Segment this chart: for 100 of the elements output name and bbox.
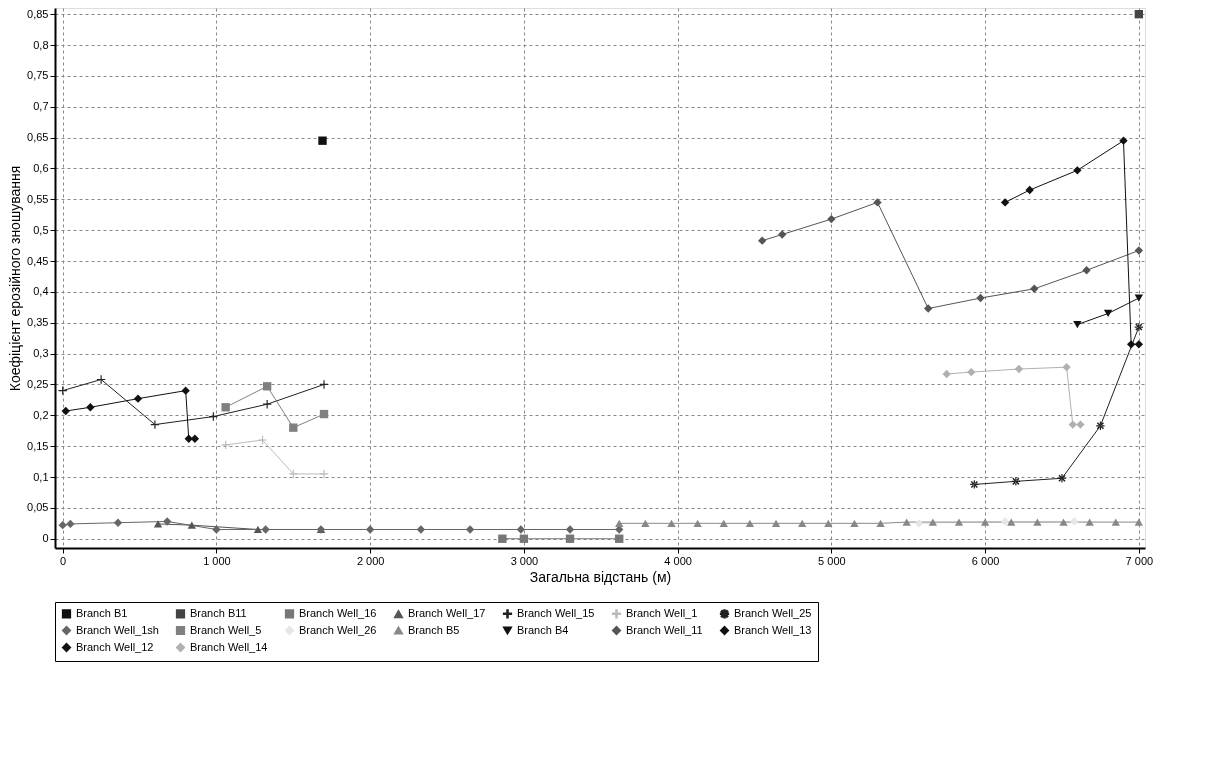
y-axis-title: Коефіцієнт ерозійного зношування — [7, 165, 24, 392]
point — [221, 440, 230, 450]
point — [1119, 136, 1128, 145]
point — [1059, 518, 1068, 526]
point — [1033, 518, 1042, 526]
point — [181, 386, 190, 395]
point — [1134, 246, 1144, 255]
point — [66, 519, 75, 529]
point — [416, 525, 426, 534]
legend-label: Branch Well_26 — [299, 623, 377, 636]
x-tick-label: 6 000 — [971, 554, 1000, 567]
legend-label: Branch Well_11 — [626, 623, 703, 636]
point — [824, 519, 833, 527]
point — [153, 520, 163, 528]
point — [1126, 340, 1136, 349]
x-tick-label: 0 — [60, 554, 67, 567]
legend-label: Branch B1 — [76, 606, 128, 619]
point — [212, 525, 221, 534]
point — [1073, 320, 1082, 329]
legend-label: Branch B4 — [517, 623, 569, 636]
point — [1062, 362, 1071, 372]
y-tick-label: 0,45 — [27, 254, 49, 267]
point — [873, 198, 882, 207]
y-tick-label: 0,2 — [33, 408, 49, 421]
y-tick-label: 0,7 — [33, 100, 49, 113]
point — [954, 518, 964, 526]
point — [289, 423, 298, 432]
point — [319, 469, 329, 479]
y-tick-label: 0,55 — [27, 192, 49, 205]
point — [319, 380, 329, 389]
point — [465, 525, 475, 534]
x-tick-label: 2 000 — [356, 554, 385, 567]
point — [615, 519, 624, 527]
point — [967, 367, 976, 377]
legend-label: Branch B5 — [408, 623, 460, 636]
point — [876, 519, 885, 527]
x-tick-label: 7 000 — [1125, 554, 1154, 567]
point — [980, 518, 990, 526]
point — [1073, 166, 1082, 175]
point — [184, 434, 193, 443]
point — [1134, 9, 1144, 19]
point — [1082, 266, 1091, 275]
y-tick-label: 0,25 — [27, 377, 49, 390]
x-tick-label: 5 000 — [818, 554, 846, 567]
point — [797, 519, 807, 527]
legend-label: Branch Well_12 — [76, 640, 154, 653]
point — [319, 409, 329, 419]
point — [565, 525, 575, 534]
point — [1103, 309, 1113, 318]
point — [758, 236, 767, 245]
y-tick-label: 0,05 — [27, 501, 49, 514]
point — [641, 519, 650, 527]
point — [519, 534, 529, 543]
point — [914, 519, 924, 528]
y-tick-label: 0,3 — [33, 347, 49, 360]
point — [498, 534, 507, 543]
point — [565, 534, 575, 543]
x-tick-label: 3 000 — [510, 554, 539, 567]
legend-label: Branch Well_1sh — [76, 623, 159, 636]
point — [1134, 322, 1144, 332]
point — [133, 394, 143, 403]
point — [1085, 518, 1094, 526]
x-tick-label: 1 000 — [203, 554, 231, 567]
legend-label: Branch Well_15 — [517, 606, 595, 619]
point — [1096, 421, 1105, 430]
point — [1000, 198, 1010, 207]
point — [1014, 364, 1024, 374]
point — [261, 525, 270, 534]
point — [1111, 518, 1120, 526]
point — [163, 517, 172, 526]
y-tick-label: 0,75 — [27, 69, 49, 82]
point — [902, 518, 911, 526]
x-tick-label: 4 000 — [664, 554, 692, 567]
point — [1134, 518, 1144, 526]
point — [1134, 340, 1144, 349]
point — [1000, 517, 1010, 526]
point — [667, 519, 676, 527]
point — [150, 420, 160, 429]
legend-label: Branch Well_5 — [190, 623, 262, 636]
point — [86, 403, 95, 412]
point — [1057, 474, 1067, 483]
point — [113, 518, 123, 527]
y-tick-label: 0,1 — [33, 470, 49, 483]
point — [771, 519, 781, 527]
point — [61, 406, 70, 416]
point — [1025, 185, 1034, 195]
point — [719, 519, 728, 527]
legend-label: Branch Well_14 — [190, 640, 268, 653]
legend-label: Branch Well_13 — [734, 623, 812, 636]
point — [850, 519, 859, 527]
x-axis-title: Загальна відстань (м) — [529, 568, 672, 585]
point — [1068, 420, 1077, 429]
point — [365, 525, 375, 534]
point — [970, 480, 979, 489]
point — [924, 304, 933, 313]
legend-label: Branch B11 — [190, 606, 247, 619]
point — [1011, 477, 1021, 486]
point — [253, 525, 263, 534]
y-tick-label: 0,65 — [27, 131, 49, 144]
y-tick-label: 0,8 — [33, 38, 49, 51]
